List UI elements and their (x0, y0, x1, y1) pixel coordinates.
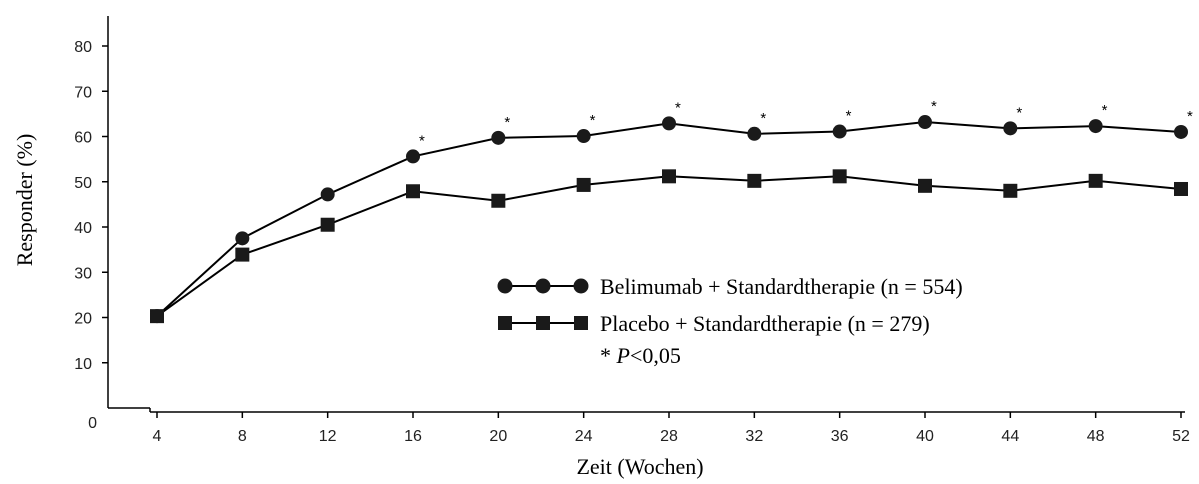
legend-marker-square (498, 316, 512, 330)
x-tick-label: 40 (916, 428, 934, 445)
y-tick-label: 40 (74, 220, 92, 237)
data-point-circle (1088, 119, 1103, 134)
x-tick-label: 16 (404, 428, 422, 445)
x-tick-label: 48 (1087, 428, 1105, 445)
y-tick-label: 50 (74, 175, 92, 192)
y-tick-label: 60 (74, 130, 92, 147)
x-axis-title: Zeit (Wochen) (576, 454, 703, 479)
x-tick-label: 28 (660, 428, 678, 445)
legend: Belimumab + Standardtherapie (n = 554) P… (497, 274, 963, 368)
legend-item-placebo: Placebo + Standardtherapie (n = 279) (498, 311, 930, 336)
data-point-square (1174, 181, 1188, 196)
significance-star: * (1016, 104, 1022, 121)
data-point-circle (747, 126, 762, 141)
data-point-circle (491, 130, 506, 145)
significance-star: * (931, 98, 937, 115)
x-tick-label: 24 (575, 428, 593, 445)
legend-significance-note: * P<0,05 (600, 343, 681, 368)
axes (107, 16, 1185, 413)
legend-marker-circle (573, 278, 589, 294)
y-tick-label: 0 (88, 415, 97, 432)
x-tick-label: 8 (238, 428, 247, 445)
data-point-circle (1003, 121, 1018, 136)
data-point-square (406, 184, 420, 199)
x-axis-ticks: 4 8 12 16 20 24 28 32 36 40 44 48 52 (153, 412, 1190, 445)
significance-markers: * * * * * * * * * * (419, 98, 1193, 149)
significance-star: * (675, 99, 681, 116)
legend-item-belimumab: Belimumab + Standardtherapie (n = 554) (497, 274, 963, 299)
data-point-circle (320, 187, 335, 202)
data-point-circle (832, 124, 847, 139)
significance-star: * (1102, 102, 1108, 119)
legend-marker-circle (535, 278, 551, 294)
significance-star: * (504, 114, 510, 131)
significance-star: * (419, 132, 425, 149)
legend-marker-square (536, 316, 550, 330)
data-point-square (918, 178, 932, 193)
data-point-circle (662, 116, 676, 131)
legend-label-placebo: Placebo + Standardtherapie (n = 279) (600, 311, 930, 336)
x-tick-label: 4 (153, 428, 162, 445)
data-point-square (832, 169, 847, 184)
data-point-square (491, 193, 506, 208)
data-point-circle (918, 115, 932, 130)
data-point-circle (576, 129, 591, 144)
x-tick-label: 32 (745, 428, 763, 445)
data-point-circle (406, 149, 420, 164)
x-tick-label: 36 (831, 428, 849, 445)
y-tick-label: 70 (74, 84, 92, 101)
data-point-circle (235, 231, 250, 246)
legend-label-belimumab: Belimumab + Standardtherapie (n = 554) (600, 274, 963, 299)
data-point-square (576, 177, 591, 192)
data-point-square (1003, 183, 1018, 198)
y-tick-label: 10 (74, 356, 92, 373)
legend-marker-square (574, 316, 588, 330)
y-tick-label: 30 (74, 265, 92, 282)
data-point-square (747, 173, 762, 188)
significance-star: * (1187, 108, 1193, 125)
data-point-square (662, 169, 676, 184)
data-point-square (320, 217, 335, 232)
data-point-square (235, 247, 250, 262)
x-tick-label: 20 (489, 428, 507, 445)
y-axis-ticks: 0 10 20 30 40 50 60 70 80 (74, 39, 108, 432)
significance-star: * (846, 108, 852, 125)
y-tick-label: 80 (74, 39, 92, 56)
series-markers (150, 115, 1188, 324)
x-tick-label: 52 (1172, 428, 1190, 445)
y-axis-title: Responder (%) (12, 134, 37, 267)
x-tick-label: 44 (1001, 428, 1019, 445)
significance-star: * (760, 110, 766, 127)
data-point-circle (150, 309, 164, 324)
x-tick-label: 12 (319, 428, 337, 445)
legend-marker-circle (497, 278, 513, 294)
significance-star: * (590, 112, 596, 129)
y-tick-label: 20 (74, 311, 92, 328)
data-point-circle (1174, 124, 1188, 139)
data-point-square (1088, 173, 1103, 188)
